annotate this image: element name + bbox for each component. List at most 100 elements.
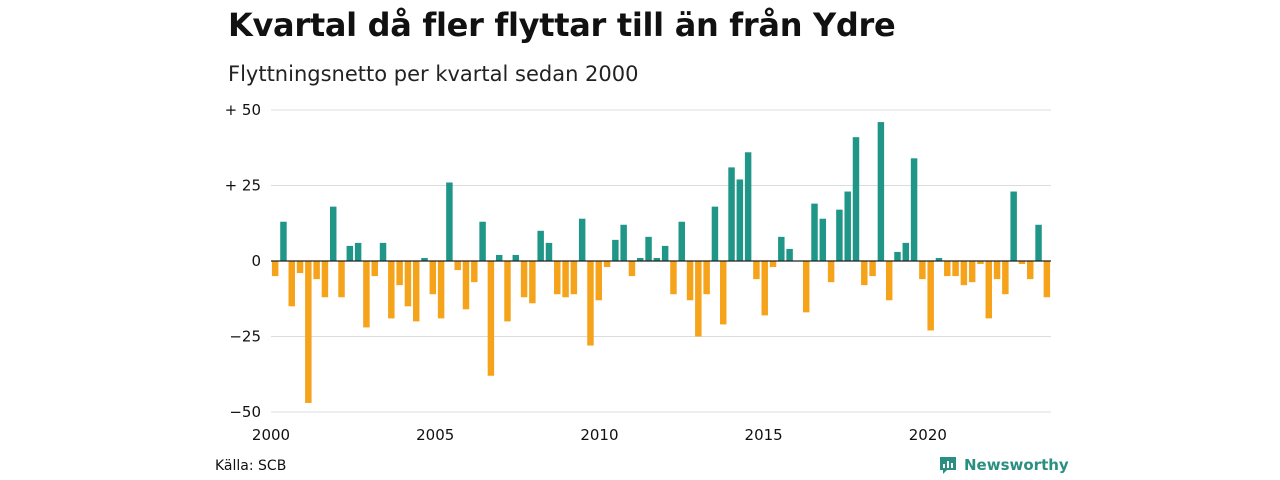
bar: [429, 261, 437, 295]
bar: [811, 203, 818, 261]
y-tick-label: −25: [229, 328, 261, 346]
bar: [504, 261, 511, 322]
bar: [338, 261, 345, 298]
bar: [612, 239, 619, 261]
bar: [454, 261, 461, 271]
bar: [388, 261, 395, 319]
bar: [827, 261, 835, 283]
bar: [363, 261, 370, 328]
bar: [578, 218, 586, 261]
bar: [645, 236, 652, 261]
bar: [529, 261, 536, 304]
bar: [661, 245, 669, 261]
bar: [446, 182, 453, 261]
y-axis-ticks: + 50 + 25 0 −25 −50: [225, 101, 261, 421]
bar: [595, 261, 602, 301]
bar: [570, 261, 578, 295]
bar: [462, 261, 470, 310]
chart-subtitle: Flyttningsnetto per kvartal sedan 2000: [228, 62, 639, 86]
bar: [537, 230, 544, 261]
bar: [271, 261, 279, 277]
bar: [869, 261, 876, 277]
bars: [271, 122, 1051, 403]
source-note: Källa: SCB: [215, 458, 287, 474]
bar: [321, 261, 329, 298]
bar: [371, 261, 378, 277]
bar: [653, 257, 661, 261]
bar: [1002, 261, 1009, 295]
bar: [711, 206, 719, 261]
bar: [761, 261, 768, 316]
bar: [296, 261, 304, 274]
bar: [786, 248, 793, 261]
bar: [280, 221, 287, 261]
bar: [977, 261, 984, 265]
bar: [479, 221, 486, 261]
x-tick-label: 2000: [252, 426, 290, 444]
bar: [1043, 261, 1051, 298]
x-tick-label: 2005: [416, 426, 454, 444]
bar: [902, 242, 910, 261]
bar: [487, 261, 495, 376]
bar: [861, 261, 868, 286]
bar: [968, 261, 976, 283]
bar: [412, 261, 420, 322]
bar: [346, 245, 354, 261]
x-tick-label: 2020: [909, 426, 947, 444]
x-axis-ticks: 2000 2005 2010 2015 2020: [252, 426, 947, 444]
newsworthy-icon: [940, 457, 956, 474]
bar: [985, 261, 992, 319]
bar: [512, 254, 520, 261]
bar-chart: + 50 + 25 0 −25 −50 2000 2005 2010 2015 2020: [225, 101, 1051, 444]
bar: [520, 261, 528, 298]
bar: [885, 261, 893, 301]
bar: [1010, 191, 1017, 261]
y-tick-label: 0: [251, 252, 261, 270]
bar: [678, 221, 685, 261]
bar: [554, 261, 561, 295]
bar: [819, 218, 827, 261]
bar: [628, 261, 636, 277]
brand-name: Newsworthy: [964, 456, 1069, 474]
bar: [404, 261, 412, 307]
bar: [1018, 261, 1026, 265]
bar: [852, 137, 860, 261]
bar: [836, 209, 843, 261]
bar: [620, 224, 627, 261]
bar: [437, 261, 445, 319]
bar: [396, 261, 403, 286]
bar: [919, 261, 926, 280]
bar: [927, 261, 934, 331]
bar: [744, 152, 752, 261]
bar: [935, 257, 943, 261]
brand-logo: Newsworthy: [938, 455, 1069, 475]
bar: [703, 261, 710, 295]
bar: [736, 179, 744, 261]
bar: [993, 261, 1001, 280]
bar: [545, 242, 553, 261]
chart-title: Kvartal då fler flyttar till än från Ydr…: [228, 6, 896, 44]
bar: [379, 242, 387, 261]
bar: [844, 191, 851, 261]
bar: [1027, 261, 1034, 280]
bar: [877, 122, 885, 261]
y-tick-label: + 25: [225, 177, 261, 195]
bar: [495, 254, 503, 261]
bar: [720, 261, 727, 325]
bar: [753, 261, 760, 280]
bar: [960, 261, 968, 286]
bar: [1035, 224, 1042, 261]
bar: [952, 261, 959, 277]
bar: [728, 167, 735, 261]
bar: [910, 158, 918, 261]
grid-lines: [271, 109, 1051, 413]
bar: [562, 261, 569, 298]
bar: [802, 261, 810, 313]
bar: [686, 261, 694, 301]
bar: [695, 261, 702, 337]
bar: [313, 261, 320, 280]
bar: [288, 261, 295, 307]
y-tick-label: −50: [229, 403, 261, 421]
bar: [354, 242, 362, 261]
bar: [778, 236, 785, 261]
